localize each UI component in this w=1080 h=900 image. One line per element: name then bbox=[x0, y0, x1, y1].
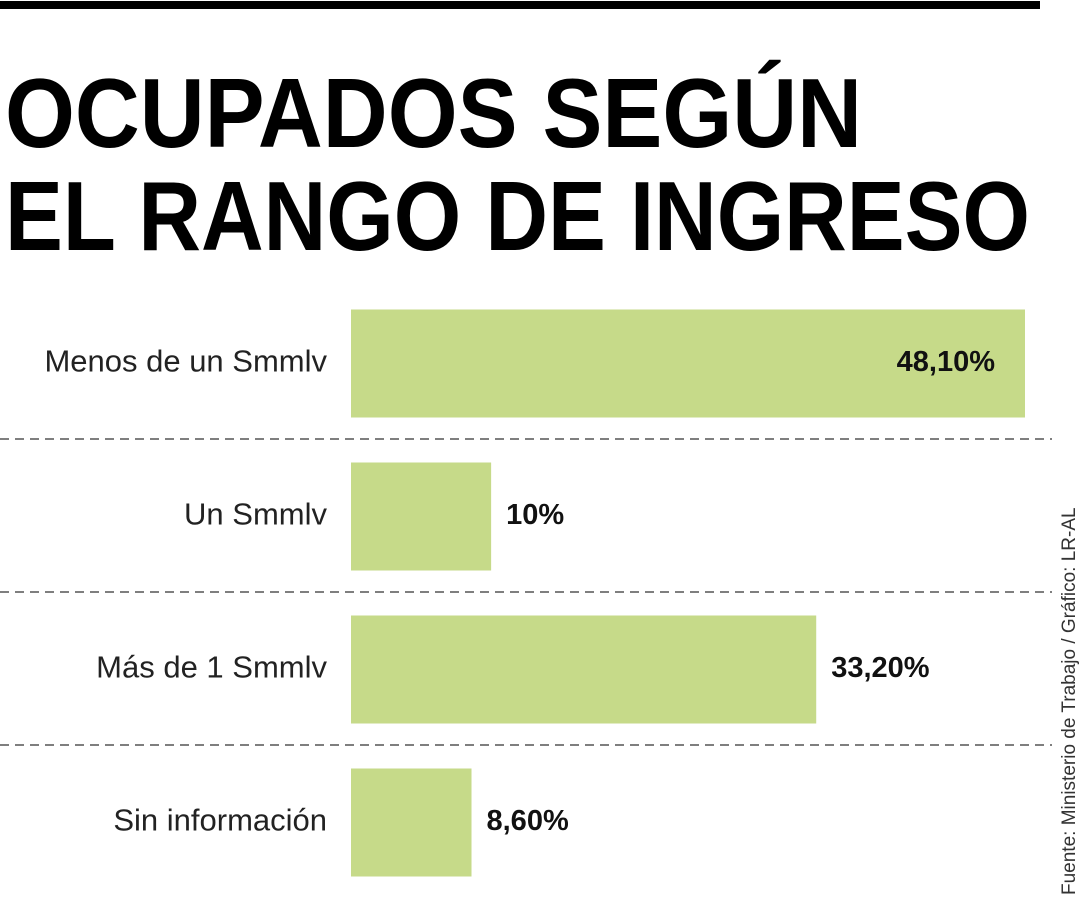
bar bbox=[351, 462, 492, 571]
category-label: Más de 1 Smmlv bbox=[96, 650, 327, 685]
source: Fuente: Ministerio de Trabajo / Gráfico:… bbox=[1059, 507, 1080, 895]
value-label: 10% bbox=[506, 499, 564, 531]
chart-title: EL RANGO DE INGRESO bbox=[5, 161, 1030, 271]
value-label: 33,20% bbox=[831, 652, 930, 684]
value-label: 48,10% bbox=[897, 346, 996, 378]
bar bbox=[351, 768, 472, 877]
top-rule bbox=[0, 1, 1040, 9]
bar bbox=[351, 615, 817, 724]
bar bbox=[351, 309, 1025, 418]
category-label: Sin información bbox=[113, 803, 327, 838]
value-label: 8,60% bbox=[487, 805, 569, 837]
category-label: Menos de un Smmlv bbox=[44, 344, 327, 379]
chart-title: OCUPADOS SEGÚN bbox=[5, 58, 862, 168]
category-label: Un Smmlv bbox=[184, 497, 327, 532]
